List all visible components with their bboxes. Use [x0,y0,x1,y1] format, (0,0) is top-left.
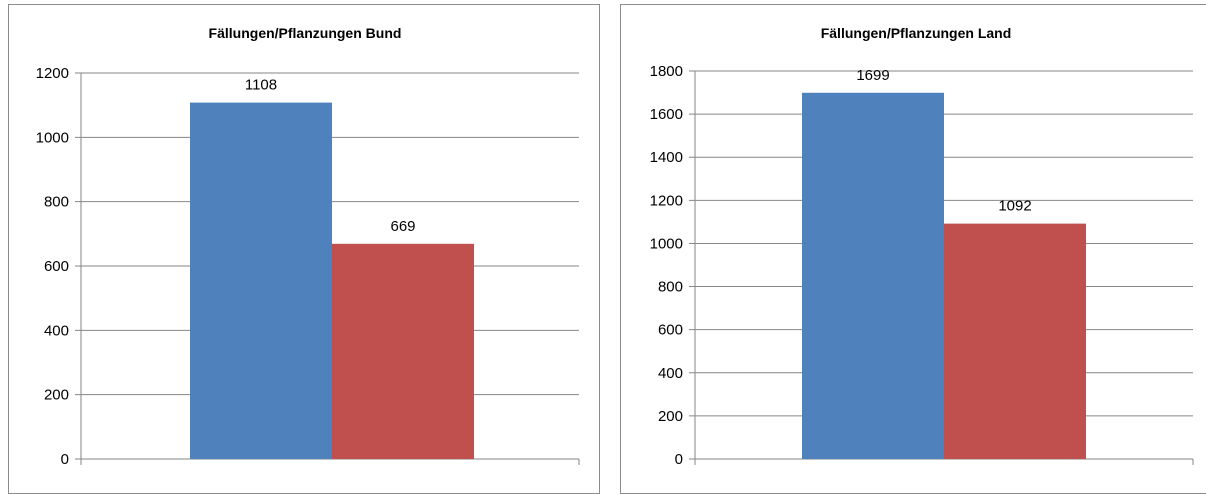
chart-panel-land: Fällungen/Pflanzungen Land 0 200 400 600 800… [620,4,1206,494]
chart-title: Fällungen/Pflanzungen Land [821,25,1012,41]
y-tick-label: 1000 [650,235,683,252]
y-tick-label: 1600 [650,106,683,123]
y-tick-label: 1000 [36,129,69,146]
data-labels: 1699 1092 [856,67,1031,215]
y-tick-label: 1800 [650,63,683,80]
y-tick-label: 200 [658,408,683,425]
data-label: 1092 [998,198,1031,215]
chart-panel-bund: Fällungen/Pflanzungen Bund 0 200 400 600 800… [8,4,600,494]
bar-series-2 [944,223,1086,459]
y-tick-label: 400 [44,322,69,339]
bars [802,92,1086,459]
bar-chart-land: Fällungen/Pflanzungen Land 0 200 400 600 800… [650,25,1194,468]
y-axis: 0 200 400 600 800 1000 1200 1400 1600 1800 [650,63,1194,468]
bar-chart-bund: Fällungen/Pflanzungen Bund 0 200 400 600 800… [36,25,580,468]
y-tick-label: 1400 [650,149,683,166]
bar-series-1 [190,102,332,460]
y-axis: 0 200 400 600 800 1000 1200 [36,65,580,468]
chart-title: Fällungen/Pflanzungen Bund [209,25,402,41]
y-tick-label: 0 [61,451,69,468]
y-tick-label: 1200 [650,192,683,209]
y-tick-label: 0 [675,451,683,468]
y-tick-label: 600 [44,258,69,275]
y-tick-label: 1200 [36,65,69,82]
bar-series-1 [802,92,944,459]
bars [190,102,474,460]
y-tick-label: 200 [44,387,69,404]
bar-series-2 [332,243,474,459]
data-label: 1699 [856,67,889,84]
y-tick-label: 800 [44,194,69,211]
y-tick-label: 800 [658,279,683,296]
y-tick-label: 600 [658,322,683,339]
data-label: 669 [390,218,415,235]
data-labels: 1108 669 [245,77,416,235]
y-tick-label: 400 [658,365,683,382]
data-label: 1108 [245,77,277,94]
